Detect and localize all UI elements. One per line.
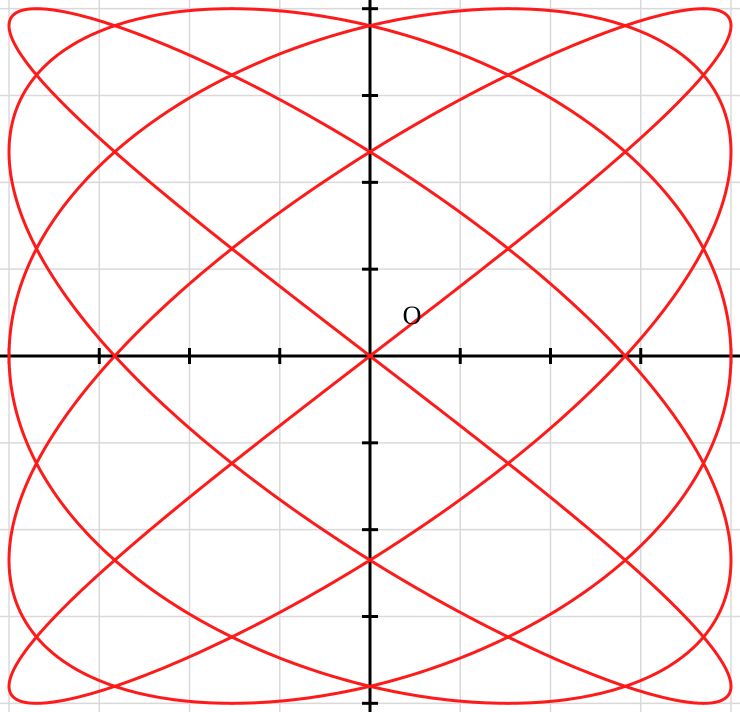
origin-label: O (403, 301, 422, 330)
lissajous-chart: O (0, 0, 740, 712)
